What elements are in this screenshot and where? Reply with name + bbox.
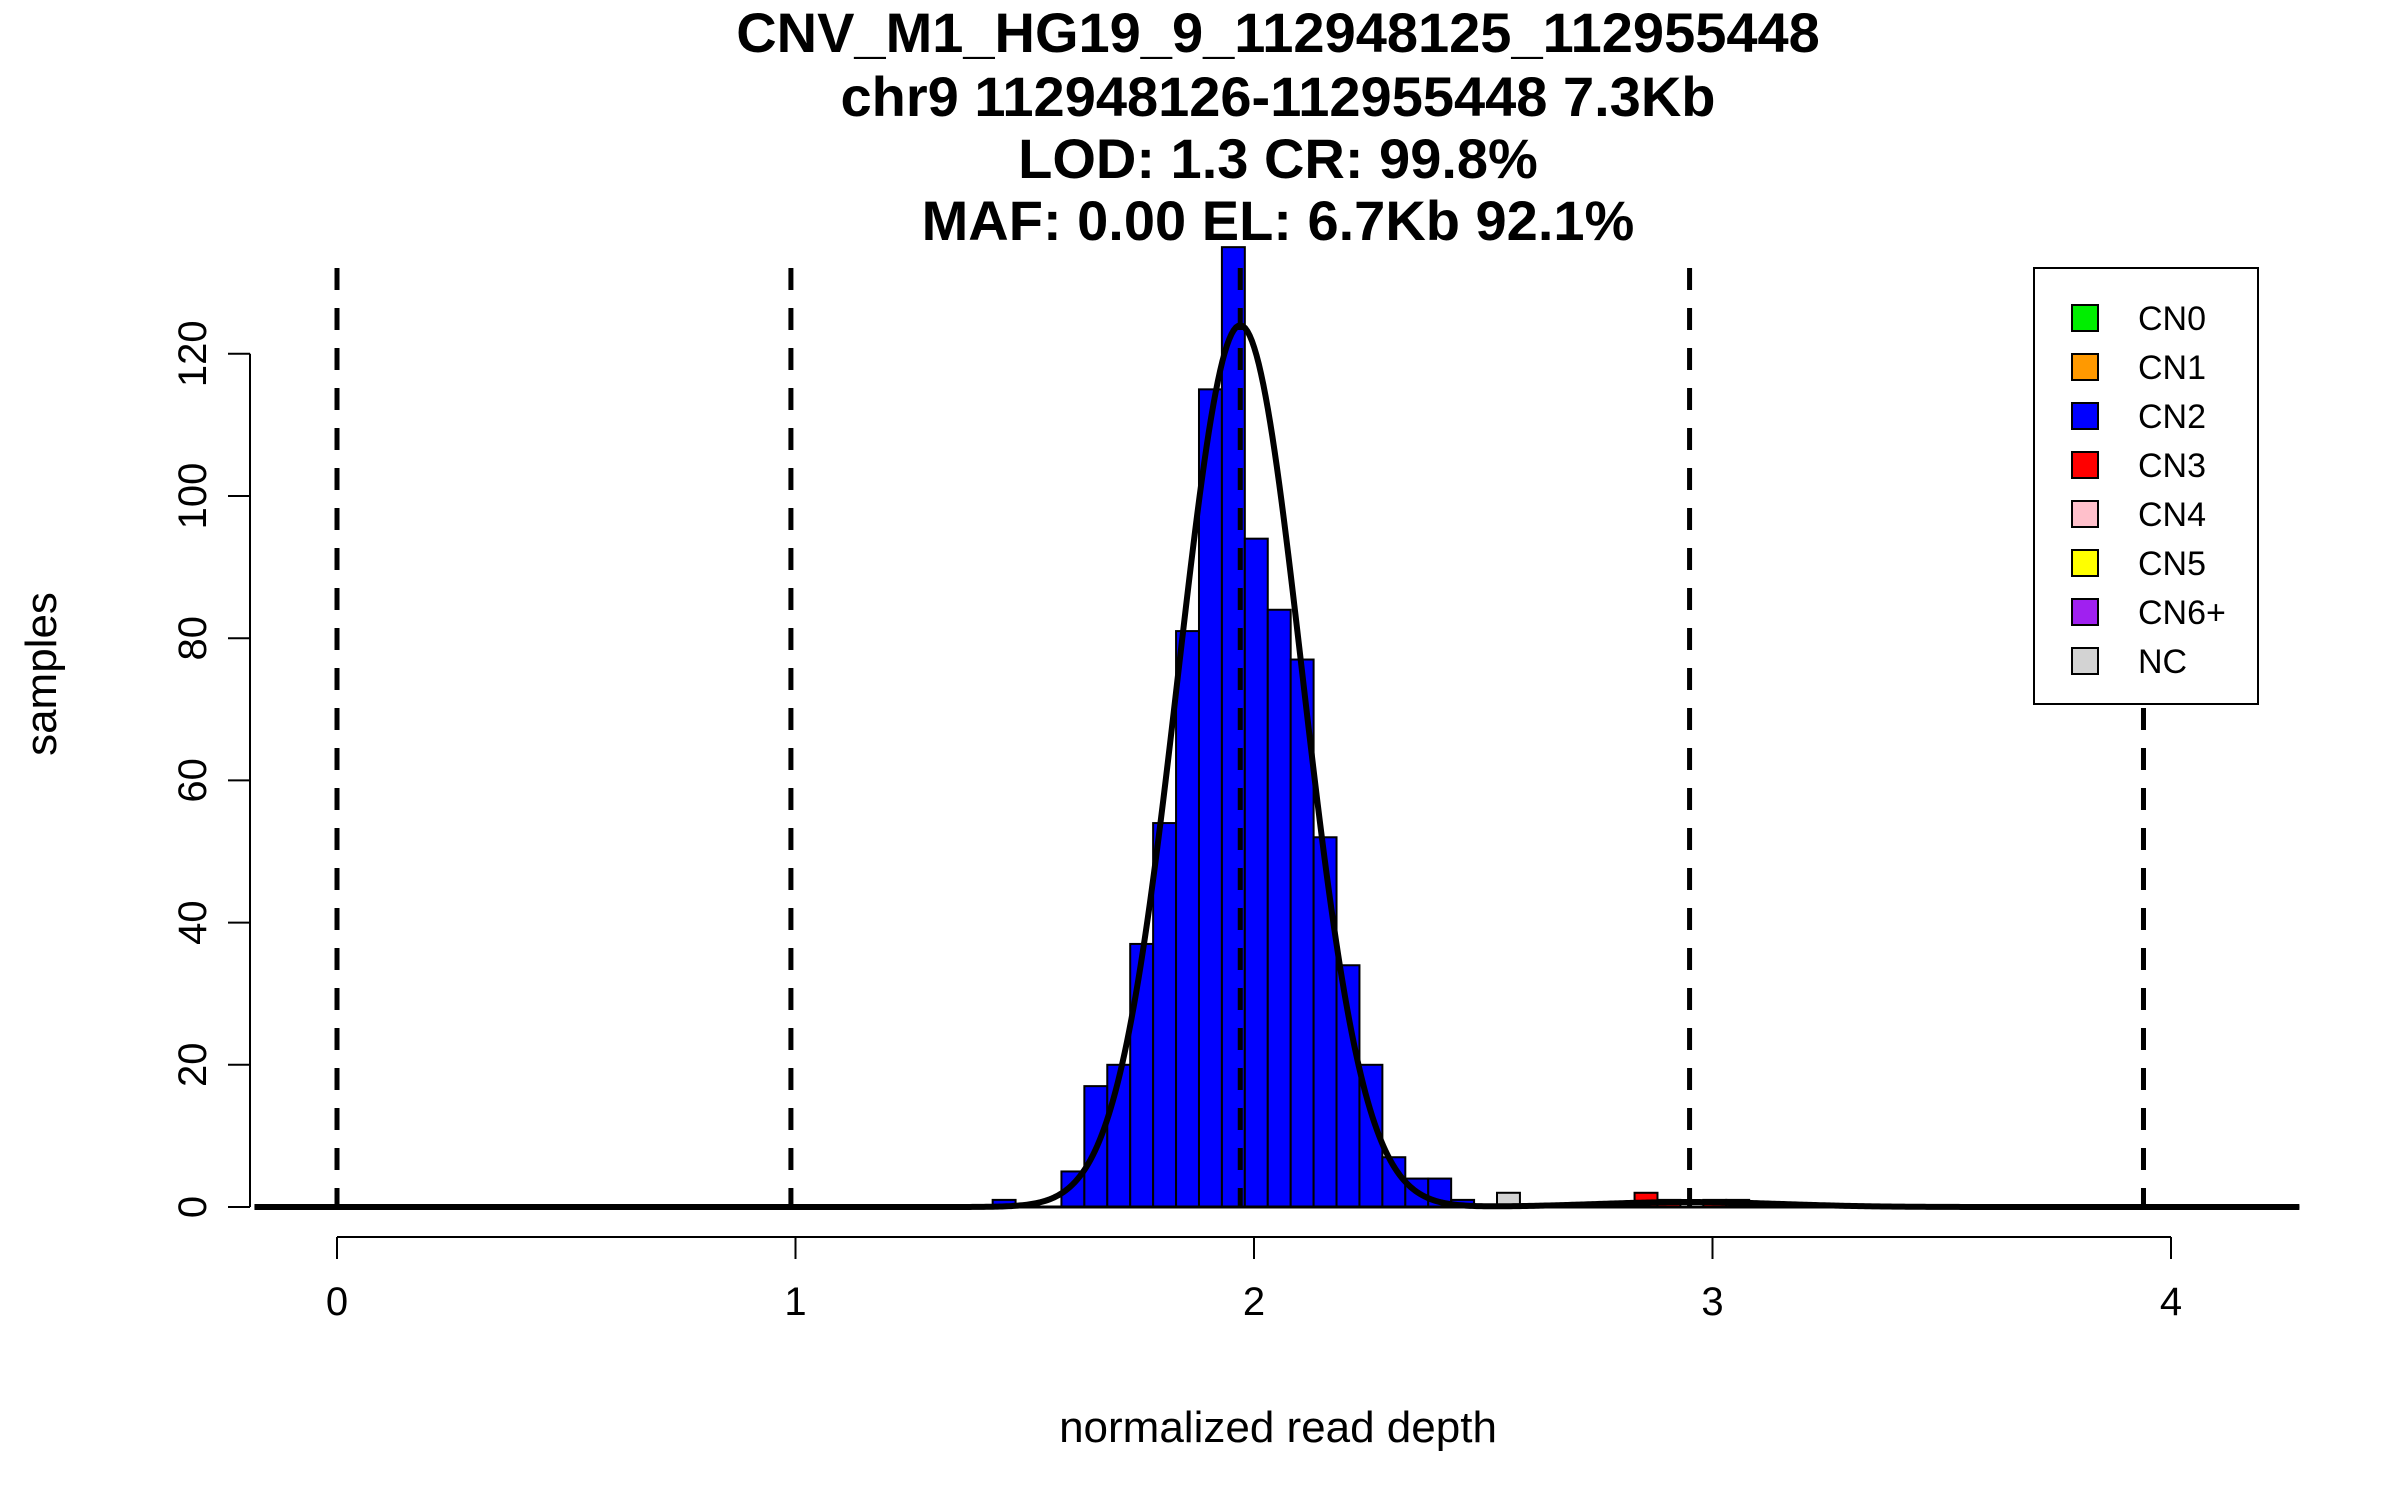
x-axis: 0 1 2 3 4 <box>326 1236 2182 1324</box>
legend-swatch <box>2071 304 2099 332</box>
x-tick-label: 0 <box>326 1280 348 1324</box>
y-axis-label: samples <box>17 592 66 756</box>
x-tick-label: 2 <box>1243 1280 1265 1324</box>
histogram-bar <box>1312 836 1338 1209</box>
y-tick-label: 80 <box>171 616 215 661</box>
legend-label: CN3 <box>2138 447 2206 485</box>
histogram-bar <box>1197 388 1223 1209</box>
histogram-bar <box>1129 942 1155 1208</box>
histogram-bars <box>991 246 1751 1209</box>
legend-swatch <box>2071 402 2099 430</box>
legend-swatch <box>2071 353 2099 381</box>
legend: CN0 CN1 CN2 CN3 CN4 CN5 CN6+ NC <box>2033 267 2259 705</box>
y-tick-label: 100 <box>171 463 215 530</box>
legend-label: CN1 <box>2138 349 2206 387</box>
y-axis: 0 20 40 60 80 100 120 <box>171 320 251 1218</box>
legend-label: NC <box>2138 643 2187 681</box>
histogram-bar <box>1266 608 1292 1208</box>
title-line-1: CNV_M1_HG19_9_112948125_112955448 <box>736 1 1820 64</box>
histogram-bar <box>1175 630 1200 1208</box>
histogram-bar <box>1152 822 1178 1208</box>
title-line-3: LOD: 1.3 CR: 99.8% <box>1018 127 1538 190</box>
chart-title: CNV_M1_HG19_9_112948125_112955448 chr9 1… <box>736 1 1820 252</box>
legend-label: CN0 <box>2138 300 2206 338</box>
legend-swatch <box>2071 598 2099 626</box>
y-tick-label: 120 <box>171 320 215 387</box>
y-tick-label: 60 <box>171 758 215 803</box>
title-line-2: chr9 112948126-112955448 7.3Kb <box>841 65 1716 128</box>
y-tick-label: 0 <box>171 1196 215 1218</box>
y-tick-label: 40 <box>171 900 215 945</box>
legend-label: CN5 <box>2138 545 2206 583</box>
legend-label: CN6+ <box>2138 594 2226 632</box>
x-tick-label: 1 <box>784 1280 806 1324</box>
legend-swatch <box>2071 549 2099 577</box>
x-tick-label: 4 <box>2160 1280 2182 1324</box>
x-axis-label: normalized read depth <box>1059 1403 1497 1452</box>
legend-swatch <box>2071 500 2099 528</box>
x-tick-label: 3 <box>1701 1280 1723 1324</box>
legend-label: CN4 <box>2138 496 2206 534</box>
legend-label: CN2 <box>2138 398 2206 436</box>
y-tick-label: 20 <box>171 1043 215 1088</box>
histogram-bar <box>1243 537 1269 1208</box>
legend-swatch <box>2071 647 2099 675</box>
legend-swatch <box>2071 451 2099 479</box>
title-line-4: MAF: 0.00 EL: 6.7Kb 92.1% <box>922 189 1635 252</box>
legend-box <box>2033 267 2259 705</box>
